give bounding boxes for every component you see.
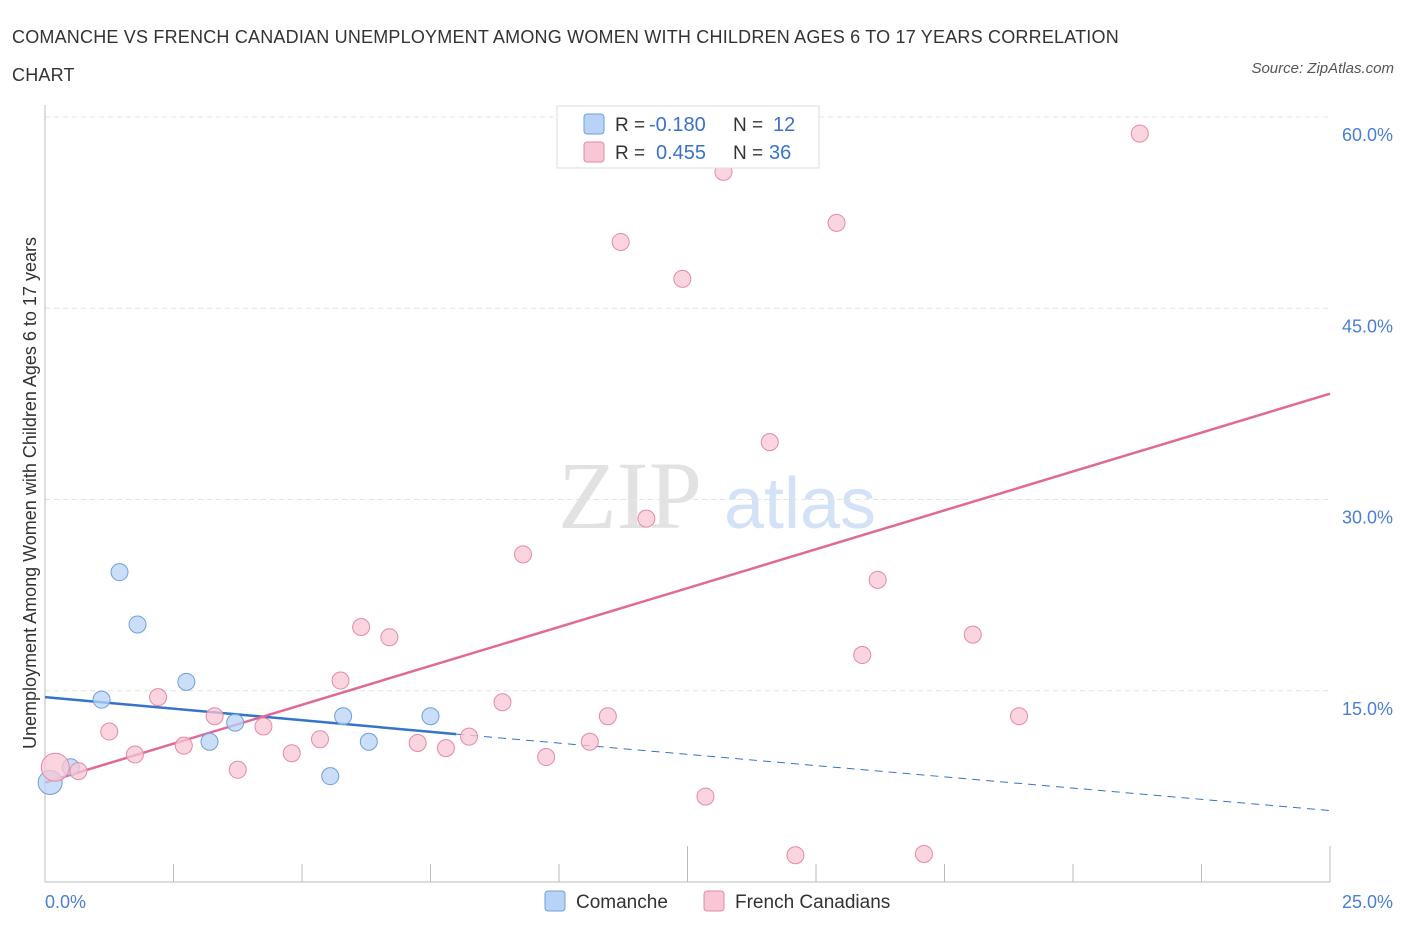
french-canadian-point bbox=[580, 732, 599, 751]
legend-n-label-2: N = bbox=[733, 143, 763, 164]
y-tick-label: 60.0% bbox=[1342, 125, 1393, 145]
french-canadian-point bbox=[69, 762, 88, 781]
french-canadian-point bbox=[125, 745, 144, 764]
trend-lines bbox=[44, 392, 1331, 812]
french-canadian-point bbox=[696, 787, 715, 806]
x-tick-label-min: 0.0% bbox=[45, 892, 86, 912]
series-legend: Comanche French Canadians bbox=[544, 890, 890, 913]
tick-labels: 15.0% 30.0% 45.0% 60.0% 0.0% 25.0% bbox=[45, 125, 1393, 912]
legend-swatch-comanche bbox=[583, 113, 605, 135]
french-canadian-point bbox=[40, 752, 70, 782]
french-canadian-point bbox=[514, 545, 533, 564]
y-tick-label: 15.0% bbox=[1342, 699, 1393, 719]
french-canadian-point bbox=[228, 760, 247, 779]
french-canadian-point bbox=[380, 628, 399, 647]
series-legend-swatch-french-canadians bbox=[703, 890, 725, 912]
french-canadian-point bbox=[436, 739, 455, 758]
comanche-point bbox=[128, 615, 147, 634]
series-legend-label-french-canadians: French Canadians bbox=[735, 892, 890, 913]
legend-r-value-1: -0.180 bbox=[649, 114, 706, 136]
french-canadian-point bbox=[673, 269, 692, 288]
comanche-point bbox=[334, 707, 353, 726]
french-canadian-point bbox=[1130, 124, 1149, 143]
grid-lines bbox=[45, 116, 1330, 692]
comanche-point bbox=[321, 767, 340, 786]
french-canadian-point bbox=[100, 722, 119, 741]
french-canadian-point bbox=[174, 736, 193, 755]
comanche-trend-extension bbox=[456, 733, 1331, 812]
french-canadian-point bbox=[1010, 707, 1029, 726]
french-canadian-point bbox=[853, 646, 872, 665]
french-canadian-point bbox=[760, 433, 779, 452]
french-canadian-point bbox=[868, 570, 887, 589]
comanche-point bbox=[92, 690, 111, 709]
comanche-trend-line bbox=[44, 695, 457, 736]
french-canadian-point bbox=[282, 744, 301, 763]
x-tick-label-max: 25.0% bbox=[1342, 892, 1393, 912]
french-canadian-point bbox=[963, 625, 982, 644]
source-label: Source: ZipAtlas.com bbox=[1251, 60, 1394, 77]
legend-n-label-1: N = bbox=[733, 115, 763, 136]
french-canadian-point bbox=[408, 734, 427, 753]
french-canadian-point bbox=[914, 844, 933, 863]
watermark-atlas: atlas bbox=[724, 464, 876, 544]
french-canadian-point bbox=[205, 707, 224, 726]
series-legend-label-comanche: Comanche bbox=[576, 892, 668, 913]
axes bbox=[44, 105, 1331, 883]
comanche-point bbox=[226, 713, 245, 732]
french-canadian-trend-line bbox=[44, 392, 1331, 784]
french-canadian-point bbox=[149, 688, 168, 707]
y-tick-label: 45.0% bbox=[1342, 316, 1393, 336]
comanche-point bbox=[359, 732, 378, 751]
french-canadian-point bbox=[331, 671, 350, 690]
french-canadian-point bbox=[537, 748, 556, 767]
series-legend-swatch-comanche bbox=[544, 890, 566, 912]
french-canadian-point bbox=[310, 730, 329, 749]
french-canadian-point bbox=[352, 618, 371, 636]
french-canadian-point bbox=[254, 717, 273, 736]
french-canadian-point bbox=[598, 707, 617, 726]
legend-swatch-french-canadians bbox=[583, 141, 605, 163]
french-canadian-point bbox=[637, 509, 656, 528]
legend-r-label-2: R = bbox=[615, 143, 645, 164]
comanche-point bbox=[110, 563, 129, 582]
data-points bbox=[37, 124, 1149, 865]
comanche-point bbox=[177, 672, 196, 691]
legend-n-value-1: 12 bbox=[773, 114, 795, 136]
chart-title: COMANCHE VS FRENCH CANADIAN UNEMPLOYMENT… bbox=[12, 27, 1119, 85]
stats-legend: R = -0.180 N = 12 R = 0.455 N = 36 bbox=[556, 105, 820, 169]
french-canadian-point bbox=[460, 727, 479, 746]
french-canadian-point bbox=[827, 213, 846, 232]
legend-n-value-2: 36 bbox=[769, 142, 791, 164]
comanche-point bbox=[421, 707, 440, 726]
watermark-zip: ZIP bbox=[558, 442, 702, 549]
comanche-point bbox=[200, 732, 219, 751]
y-axis-title: Unemployment Among Women with Children A… bbox=[20, 237, 40, 749]
french-canadian-point bbox=[611, 232, 630, 251]
legend-r-label-1: R = bbox=[615, 115, 645, 136]
legend-r-value-2: 0.455 bbox=[656, 142, 706, 164]
french-canadian-point bbox=[493, 693, 512, 712]
french-canadian-point bbox=[786, 846, 805, 865]
y-tick-label: 30.0% bbox=[1342, 508, 1393, 528]
